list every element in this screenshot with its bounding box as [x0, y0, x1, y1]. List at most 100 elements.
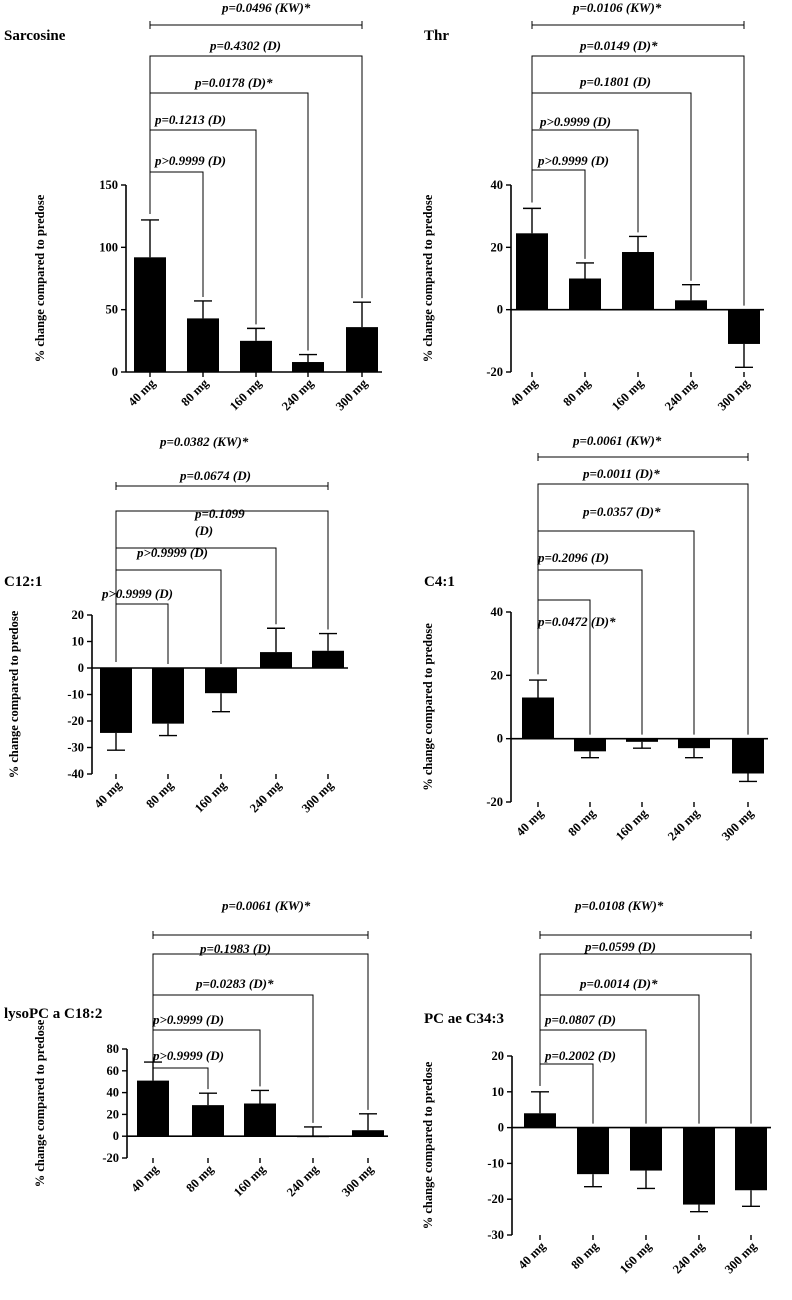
- p2-bar-1: [152, 668, 184, 724]
- p5-p-value-label-4: p=0.0108 (KW)*: [574, 898, 664, 913]
- p0-y-tick-label: 0: [112, 365, 118, 379]
- p5-bar-3: [683, 1127, 715, 1205]
- p0-category-label-2: 160 mg: [227, 376, 265, 414]
- p4-y-tick-label: -20: [102, 1151, 119, 1165]
- p3-y-tick-label: -20: [486, 795, 503, 809]
- p0-bracket-3: [149, 55, 363, 299]
- p5-y-tick-label: -10: [487, 1156, 504, 1170]
- p5-y-tick-label: 20: [492, 1049, 505, 1063]
- p4-y-tick-label: 60: [107, 1064, 120, 1078]
- p4-category-label-3: 240 mg: [284, 1162, 322, 1200]
- p2-y-tick-label: 10: [72, 635, 85, 649]
- p0-bar-4: [346, 327, 378, 372]
- p2-y-axis-label: % change compared to predose: [7, 610, 21, 778]
- p3-y-axis-label: % change compared to predose: [421, 623, 435, 791]
- p1-p-value-label-4: p=0.0106 (KW)*: [572, 0, 662, 15]
- p5-bracket-3: [539, 953, 752, 1124]
- p0-category-label-1: 80 mg: [178, 376, 211, 409]
- p0-p-value-label-4: p=0.0496 (KW)*: [221, 0, 311, 15]
- p3-bar-0: [522, 697, 554, 739]
- p5-y-tick-label: 10: [492, 1085, 505, 1099]
- p0-y-axis-label: % change compared to predose: [33, 194, 47, 362]
- p3-bracket-3: [537, 483, 749, 735]
- p2-p-value-label-0: p>0.9999 (D): [101, 586, 173, 601]
- p4-y-tick-label: 20: [107, 1107, 120, 1121]
- p2-bracket-3: [115, 510, 329, 662]
- p1-bar-3: [675, 300, 707, 310]
- p1-bar-1: [569, 278, 601, 310]
- p0-bar-0: [134, 257, 166, 372]
- p4-bracket-0: [152, 1056, 209, 1090]
- p2-bar-3: [260, 652, 292, 668]
- p5-title: PC ae C34:3: [424, 1011, 504, 1027]
- p2-bracket-2: [115, 547, 277, 662]
- p2-y-tick-label: 0: [78, 661, 84, 675]
- p3-p-value-label-1: p=0.2096 (D): [537, 550, 609, 565]
- p1-bar-0: [516, 233, 548, 310]
- p2-bracket-0: [115, 603, 169, 664]
- p3-bar-2: [626, 738, 658, 742]
- panel-c4-1: C4:1 % change compared to predose -20 0 20 40…: [421, 433, 768, 843]
- p2-p-value-label-2-line2: (D): [195, 523, 213, 538]
- p2-y-tick-label: -20: [67, 714, 84, 728]
- p4-y-axis-label: % change compared to predose: [33, 1019, 47, 1187]
- p1-p-value-label-0: p>0.9999 (D): [537, 153, 609, 168]
- panel-sarcosine: Sarcosine % change compared to predose 0 50…: [4, 0, 382, 413]
- p1-category-label-1: 80 mg: [560, 376, 593, 409]
- p4-bracket-3: [152, 953, 369, 1110]
- panel-lysopc-a-c18-2: lysoPC a C18:2% change compared to predo…: [4, 898, 388, 1199]
- p3-y-tick-label: 20: [491, 668, 504, 682]
- p3-category-label-0: 40 mg: [513, 806, 546, 839]
- p3-y-tick-label: 0: [497, 732, 503, 746]
- p0-category-label-4: 300 mg: [333, 376, 371, 414]
- p5-y-tick-label: 0: [498, 1121, 504, 1135]
- p5-p-value-label-0: p=0.2002 (D): [544, 1048, 616, 1063]
- p5-bar-4: [735, 1127, 767, 1191]
- p2-y-tick-label: -30: [67, 741, 84, 755]
- p5-category-label-1: 80 mg: [568, 1239, 601, 1272]
- p5-y-tick-label: -30: [487, 1228, 504, 1242]
- p4-category-label-2: 160 mg: [231, 1162, 269, 1200]
- panel-thr: Thr % change compared to predose -20 0 20 40 4…: [421, 0, 764, 413]
- p3-title: C4:1: [424, 574, 455, 590]
- p2-category-label-0: 40 mg: [91, 778, 124, 811]
- p4-bar-4: [352, 1130, 384, 1137]
- p2-p-value-label-1: p>0.9999 (D): [136, 545, 208, 560]
- p5-p-value-label-3: p=0.0599 (D): [584, 939, 656, 954]
- p0-bar-1: [187, 318, 219, 372]
- p1-category-label-2: 160 mg: [609, 376, 647, 414]
- p2-y-tick-label: -10: [67, 688, 84, 702]
- p5-category-label-0: 40 mg: [515, 1239, 548, 1272]
- p1-y-tick-label: 0: [497, 303, 503, 317]
- p5-category-label-2: 160 mg: [617, 1239, 655, 1277]
- p3-bar-1: [574, 738, 606, 752]
- p4-p-value-label-0: p>0.9999 (D): [152, 1048, 224, 1063]
- p2-bar-0: [100, 668, 132, 733]
- p1-category-label-3: 240 mg: [662, 376, 700, 414]
- p0-category-label-0: 40 mg: [125, 376, 158, 409]
- p5-y-tick-label: -20: [487, 1192, 504, 1206]
- p2-p-value-label-2: p=0.1099: [194, 506, 245, 521]
- p2-bar-4: [312, 650, 344, 668]
- p5-p-value-label-1: p=0.0807 (D): [544, 1012, 616, 1027]
- p0-p-value-label-3: p=0.4302 (D): [209, 38, 281, 53]
- p1-p-value-label-1: p>0.9999 (D): [539, 114, 611, 129]
- p4-bar-2: [244, 1103, 276, 1137]
- p1-p-value-label-3: p=0.0149 (D)*: [579, 38, 658, 53]
- p0-title: Sarcosine: [4, 28, 66, 44]
- p2-y-tick-label: -40: [67, 767, 84, 781]
- p2-category-label-4: 300 mg: [299, 778, 337, 816]
- p1-y-axis-label: % change compared to predose: [421, 194, 435, 362]
- p5-bar-1: [577, 1127, 609, 1175]
- panel-pc-ae-c34-3: PC ae C34:3 % change compared to predose -…: [421, 898, 771, 1276]
- p0-p-value-label-2: p=0.0178 (D)*: [194, 75, 273, 90]
- p4-category-label-4: 300 mg: [339, 1162, 377, 1200]
- p3-category-label-3: 240 mg: [665, 806, 703, 844]
- p4-y-tick-label: 40: [107, 1086, 120, 1100]
- p0-p-value-label-0: p>0.9999 (D): [154, 153, 226, 168]
- p5-category-label-3: 240 mg: [670, 1239, 708, 1277]
- p0-bar-3: [292, 362, 324, 372]
- p3-p-value-label-4: p=0.0061 (KW)*: [572, 433, 662, 448]
- p4-p-value-label-2: p=0.0283 (D)*: [195, 976, 274, 991]
